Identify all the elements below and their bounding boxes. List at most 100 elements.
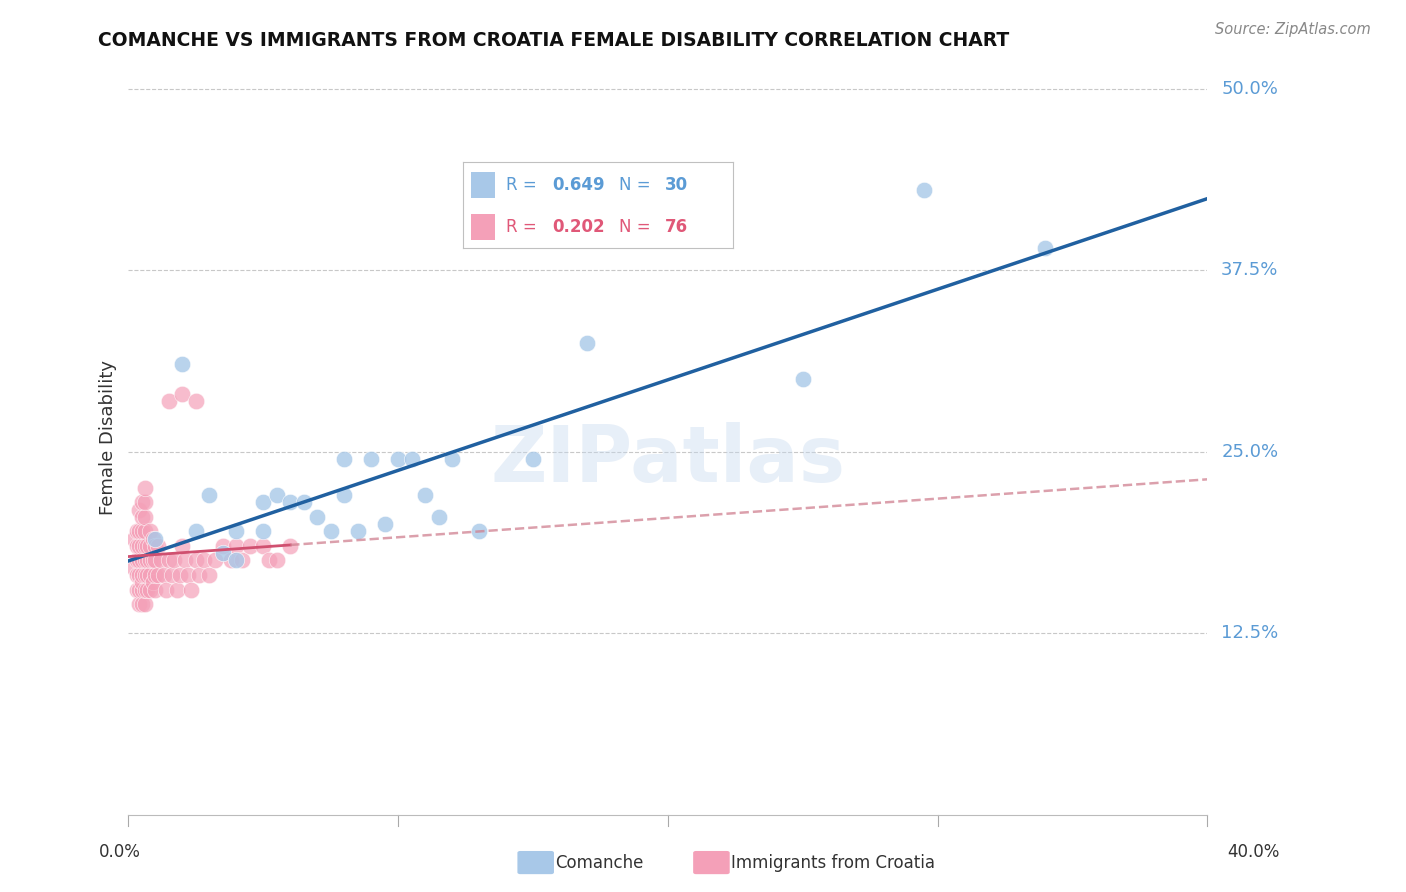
Point xyxy=(134,510,156,524)
Point xyxy=(184,553,207,567)
Point xyxy=(193,553,215,567)
Point xyxy=(145,553,167,567)
Text: 76: 76 xyxy=(665,218,689,235)
Point xyxy=(257,553,280,567)
Point xyxy=(413,488,436,502)
Point xyxy=(125,553,148,567)
Text: ZIPatlas: ZIPatlas xyxy=(491,422,845,498)
Point xyxy=(134,495,156,509)
Point xyxy=(163,553,186,567)
Point xyxy=(131,495,153,509)
Point xyxy=(575,335,598,350)
Point xyxy=(184,524,207,539)
Point xyxy=(252,524,274,539)
Text: COMANCHE VS IMMIGRANTS FROM CROATIA FEMALE DISABILITY CORRELATION CHART: COMANCHE VS IMMIGRANTS FROM CROATIA FEMA… xyxy=(98,31,1010,50)
Point xyxy=(266,553,288,567)
Point xyxy=(139,582,162,597)
Point xyxy=(522,451,544,466)
Point xyxy=(122,560,145,574)
Text: Immigrants from Croatia: Immigrants from Croatia xyxy=(731,854,935,871)
Point xyxy=(134,597,156,611)
Bar xyxy=(471,172,495,198)
Point xyxy=(172,386,194,401)
Point xyxy=(172,358,194,372)
Point xyxy=(179,582,201,597)
Point xyxy=(142,575,165,590)
Point xyxy=(142,532,165,546)
Point xyxy=(1035,241,1057,255)
Point xyxy=(146,539,169,553)
Point xyxy=(184,393,207,408)
Text: 40.0%: 40.0% xyxy=(1227,843,1279,861)
Text: R =: R = xyxy=(506,218,543,235)
Point xyxy=(131,582,153,597)
Point xyxy=(292,495,315,509)
Point xyxy=(278,495,301,509)
Point xyxy=(142,553,165,567)
Point xyxy=(212,546,235,560)
Point xyxy=(212,539,235,553)
Text: 0.0%: 0.0% xyxy=(98,843,141,861)
Point xyxy=(134,568,156,582)
Text: 0.202: 0.202 xyxy=(553,218,605,235)
Point xyxy=(374,517,396,532)
Point xyxy=(319,524,342,539)
Point xyxy=(139,568,162,582)
Point xyxy=(128,597,150,611)
Point xyxy=(198,568,221,582)
Point xyxy=(169,568,191,582)
Point xyxy=(468,524,491,539)
Bar xyxy=(471,213,495,240)
Point xyxy=(160,568,183,582)
Point xyxy=(131,597,153,611)
Point xyxy=(166,582,188,597)
Text: Source: ZipAtlas.com: Source: ZipAtlas.com xyxy=(1215,22,1371,37)
Point xyxy=(131,568,153,582)
Point xyxy=(128,524,150,539)
Point xyxy=(307,510,329,524)
Point xyxy=(131,539,153,553)
Point xyxy=(427,510,450,524)
Point xyxy=(198,488,221,502)
Point xyxy=(139,553,162,567)
Point xyxy=(401,451,423,466)
Point xyxy=(145,582,167,597)
Point xyxy=(252,495,274,509)
Point xyxy=(131,553,153,567)
Point xyxy=(139,539,162,553)
Point xyxy=(157,393,180,408)
Point xyxy=(136,553,159,567)
Point xyxy=(136,539,159,553)
Text: N =: N = xyxy=(619,218,657,235)
Point xyxy=(187,568,209,582)
Point xyxy=(131,575,153,590)
Point xyxy=(346,524,368,539)
Y-axis label: Female Disability: Female Disability xyxy=(100,359,117,515)
Point xyxy=(333,488,356,502)
Point xyxy=(219,553,242,567)
Point xyxy=(360,451,382,466)
Text: Comanche: Comanche xyxy=(555,854,644,871)
Point xyxy=(122,532,145,546)
Point xyxy=(231,553,253,567)
Point xyxy=(278,539,301,553)
Point xyxy=(134,539,156,553)
Text: R =: R = xyxy=(506,176,543,194)
Point xyxy=(136,582,159,597)
Point xyxy=(225,553,247,567)
Point xyxy=(125,582,148,597)
Text: N =: N = xyxy=(619,176,657,194)
Point xyxy=(441,451,464,466)
Point xyxy=(204,553,226,567)
Point xyxy=(125,524,148,539)
Point xyxy=(157,553,180,567)
Point xyxy=(128,539,150,553)
Text: 30: 30 xyxy=(665,176,689,194)
Point xyxy=(387,451,409,466)
Point xyxy=(152,568,174,582)
Point xyxy=(134,553,156,567)
Point xyxy=(174,553,197,567)
Point xyxy=(128,568,150,582)
Point xyxy=(792,372,814,386)
Point xyxy=(172,539,194,553)
